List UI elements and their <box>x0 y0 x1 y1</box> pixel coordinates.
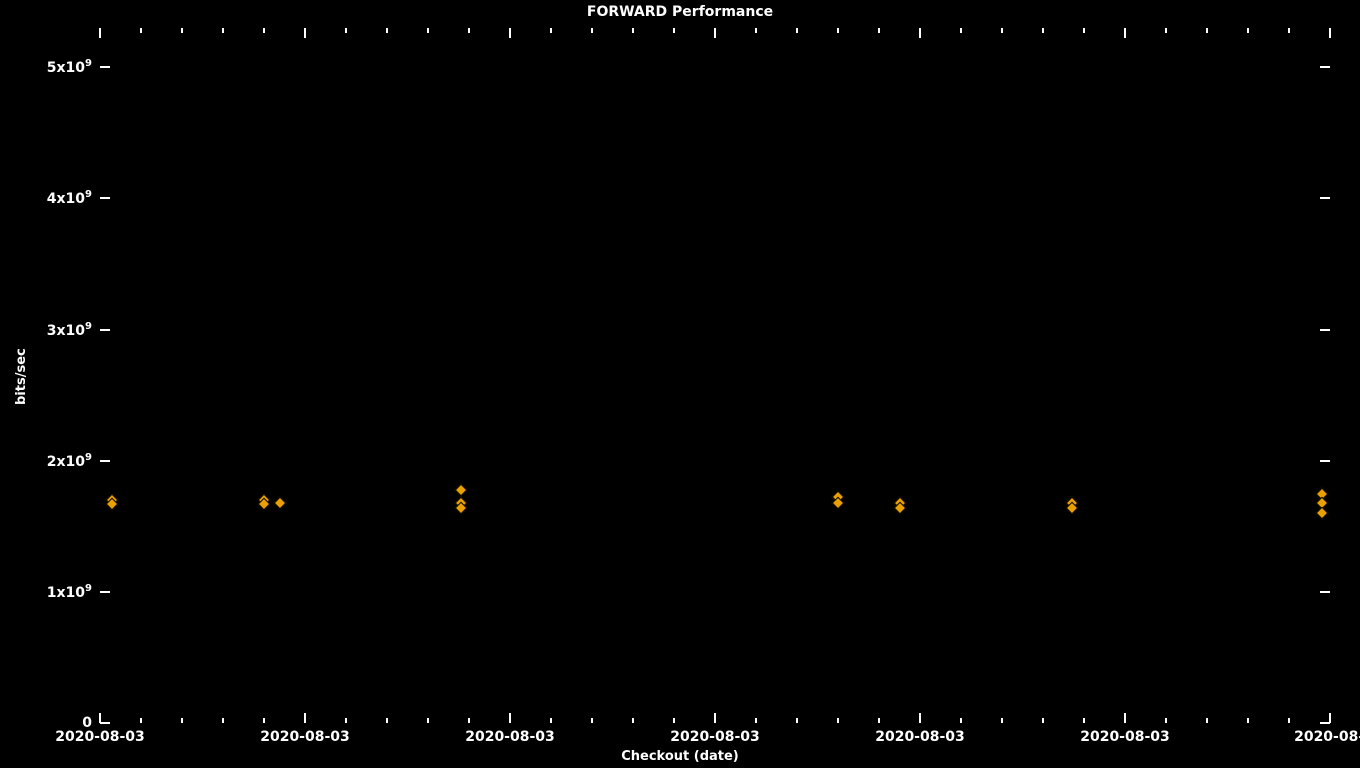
x-minor-tick <box>1083 718 1085 723</box>
x-tick-label: 2020-08-0 <box>1294 729 1360 745</box>
x-minor-tick <box>1206 28 1208 33</box>
y-tick-label: 5x109 <box>36 59 92 77</box>
x-tick-label: 2020-08-03 <box>670 729 760 745</box>
x-tick-label: 2020-08-03 <box>875 729 965 745</box>
x-minor-tick <box>796 28 798 33</box>
x-minor-tick <box>181 28 183 33</box>
x-minor-tick <box>878 718 880 723</box>
x-minor-tick <box>673 28 675 33</box>
y-tick <box>1320 329 1330 331</box>
y-tick <box>1320 197 1330 199</box>
x-tick <box>304 713 306 723</box>
x-minor-tick <box>591 28 593 33</box>
x-tick <box>919 28 921 38</box>
x-minor-tick <box>1083 28 1085 33</box>
x-minor-tick <box>1165 718 1167 723</box>
x-minor-tick <box>140 28 142 33</box>
x-minor-tick <box>222 718 224 723</box>
y-tick <box>100 722 110 724</box>
x-minor-tick <box>468 718 470 723</box>
x-minor-tick <box>550 718 552 723</box>
x-minor-tick <box>755 28 757 33</box>
y-axis-label: bits/sec <box>14 348 29 405</box>
x-minor-tick <box>837 28 839 33</box>
x-minor-tick <box>1042 28 1044 33</box>
y-tick <box>100 460 110 462</box>
y-tick <box>1320 66 1330 68</box>
x-minor-tick <box>263 28 265 33</box>
x-tick <box>1329 713 1331 723</box>
x-minor-tick <box>755 718 757 723</box>
x-tick <box>509 28 511 38</box>
x-minor-tick <box>386 28 388 33</box>
x-tick <box>1124 28 1126 38</box>
x-tick-label: 2020-08-03 <box>55 729 145 745</box>
x-tick <box>919 713 921 723</box>
data-point <box>454 483 467 496</box>
x-minor-tick <box>796 718 798 723</box>
y-tick <box>100 66 110 68</box>
x-minor-tick <box>632 718 634 723</box>
x-minor-tick <box>345 28 347 33</box>
x-minor-tick <box>1042 718 1044 723</box>
x-tick-label: 2020-08-03 <box>465 729 555 745</box>
x-minor-tick <box>427 718 429 723</box>
x-minor-tick <box>468 28 470 33</box>
x-tick <box>99 713 101 723</box>
x-tick-label: 2020-08-03 <box>260 729 350 745</box>
x-minor-tick <box>837 718 839 723</box>
x-tick <box>509 713 511 723</box>
y-tick-label: 2x109 <box>36 452 92 470</box>
x-minor-tick <box>222 28 224 33</box>
x-minor-tick <box>1165 28 1167 33</box>
x-minor-tick <box>1247 718 1249 723</box>
chart-container: FORWARD Performance bits/sec Checkout (d… <box>0 0 1360 768</box>
x-minor-tick <box>1288 718 1290 723</box>
x-tick <box>304 28 306 38</box>
y-tick <box>100 329 110 331</box>
chart-title: FORWARD Performance <box>0 4 1360 20</box>
x-minor-tick <box>263 718 265 723</box>
x-minor-tick <box>632 28 634 33</box>
x-minor-tick <box>1247 28 1249 33</box>
x-tick <box>1329 28 1331 38</box>
x-minor-tick <box>1001 718 1003 723</box>
y-tick <box>100 591 110 593</box>
x-minor-tick <box>550 28 552 33</box>
plot-area: 01x1092x1093x1094x1095x1092020-08-032020… <box>100 28 1330 723</box>
x-minor-tick <box>1001 28 1003 33</box>
x-tick <box>99 28 101 38</box>
y-tick <box>100 197 110 199</box>
x-minor-tick <box>345 718 347 723</box>
x-tick-label: 2020-08-03 <box>1080 729 1170 745</box>
y-tick <box>1320 460 1330 462</box>
x-minor-tick <box>140 718 142 723</box>
x-minor-tick <box>1288 28 1290 33</box>
y-tick-label: 4x109 <box>36 190 92 208</box>
data-point <box>274 496 287 509</box>
x-minor-tick <box>386 718 388 723</box>
x-tick <box>714 28 716 38</box>
x-minor-tick <box>591 718 593 723</box>
x-minor-tick <box>181 718 183 723</box>
x-minor-tick <box>878 28 880 33</box>
x-tick <box>714 713 716 723</box>
x-axis-label: Checkout (date) <box>0 749 1360 764</box>
x-minor-tick <box>960 718 962 723</box>
x-minor-tick <box>960 28 962 33</box>
x-minor-tick <box>427 28 429 33</box>
y-tick-label: 1x109 <box>36 583 92 601</box>
x-minor-tick <box>673 718 675 723</box>
data-point <box>1315 507 1328 520</box>
y-tick-label: 3x109 <box>36 321 92 339</box>
x-minor-tick <box>1206 718 1208 723</box>
x-tick <box>1124 713 1126 723</box>
y-tick <box>1320 591 1330 593</box>
